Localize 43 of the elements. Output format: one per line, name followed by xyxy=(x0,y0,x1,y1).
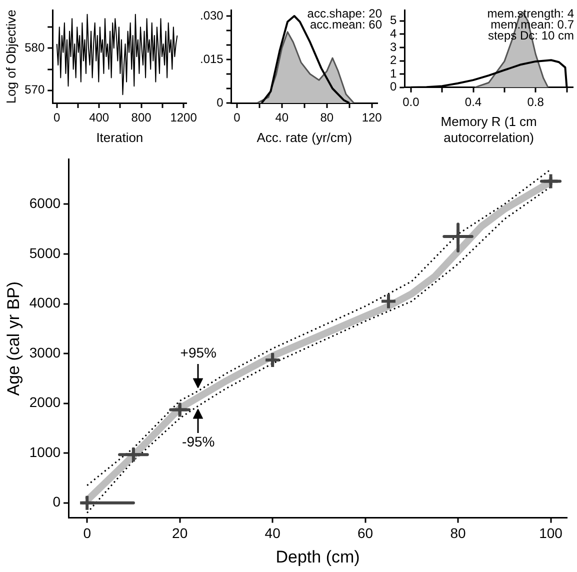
y-tick-label: 1000 xyxy=(29,444,61,460)
y-tick-label: 3000 xyxy=(29,344,61,360)
y-axis-title: Log of Objective xyxy=(3,10,18,104)
y-tick-label: 3 xyxy=(390,40,397,54)
x-tick-label: 20 xyxy=(172,525,188,542)
y-tick-label: 1 xyxy=(390,66,397,80)
x-tick-label: 40 xyxy=(264,525,281,542)
x-tick-label: 100 xyxy=(539,525,563,542)
y-tick-label: 0 xyxy=(52,494,61,510)
x-axis-title: Acc. rate (yr/cm) xyxy=(256,130,352,145)
x-tick-label: 0.8 xyxy=(527,94,544,109)
x-axis-title: Iteration xyxy=(96,130,144,145)
annotation: -95% xyxy=(182,434,215,450)
x-tick-label: 60 xyxy=(358,525,374,542)
y-tick-label: 5000 xyxy=(29,244,61,261)
x-tick-label: 400 xyxy=(89,110,110,125)
annotation: acc.shape: 20 xyxy=(307,6,382,21)
y-tick-label: 570 xyxy=(24,82,45,97)
y-tick-label: 6000 xyxy=(29,195,61,212)
y-tick-label: 580 xyxy=(24,40,45,54)
x-tick-label: 80 xyxy=(320,110,334,125)
x-tick-label: 0.4 xyxy=(464,94,482,109)
x-tick-label: 80 xyxy=(450,525,466,542)
x-tick-label: 40 xyxy=(275,110,289,125)
y-tick-label: .015 xyxy=(200,52,224,66)
x-tick-label: 1200 xyxy=(170,110,198,125)
y-tick-label: 0 xyxy=(390,80,397,94)
x-tick-label: 800 xyxy=(131,110,152,125)
x-axis-title: Depth (cm) xyxy=(276,547,360,566)
x-axis-title: Memory R (1 cm autocorrelation) xyxy=(440,114,537,145)
x-tick-label: 120 xyxy=(362,110,382,125)
y-tick-label: .030 xyxy=(200,8,224,22)
y-tick-label: 5 xyxy=(390,13,397,28)
y-tick-label: 2 xyxy=(390,53,397,68)
annotation: +95% xyxy=(180,344,216,361)
y-axis-title: Age (cal yr BP) xyxy=(4,281,23,396)
x-tick-label: 0.0 xyxy=(402,94,420,109)
y-tick-label: 2000 xyxy=(29,394,61,410)
x-tick-label: 0 xyxy=(83,525,92,542)
x-tick-label: 0 xyxy=(234,110,241,125)
y-tick-label: 4 xyxy=(390,26,397,40)
annotation: mem.strength: 4 xyxy=(487,6,574,21)
y-tick-label: 4000 xyxy=(29,294,61,311)
